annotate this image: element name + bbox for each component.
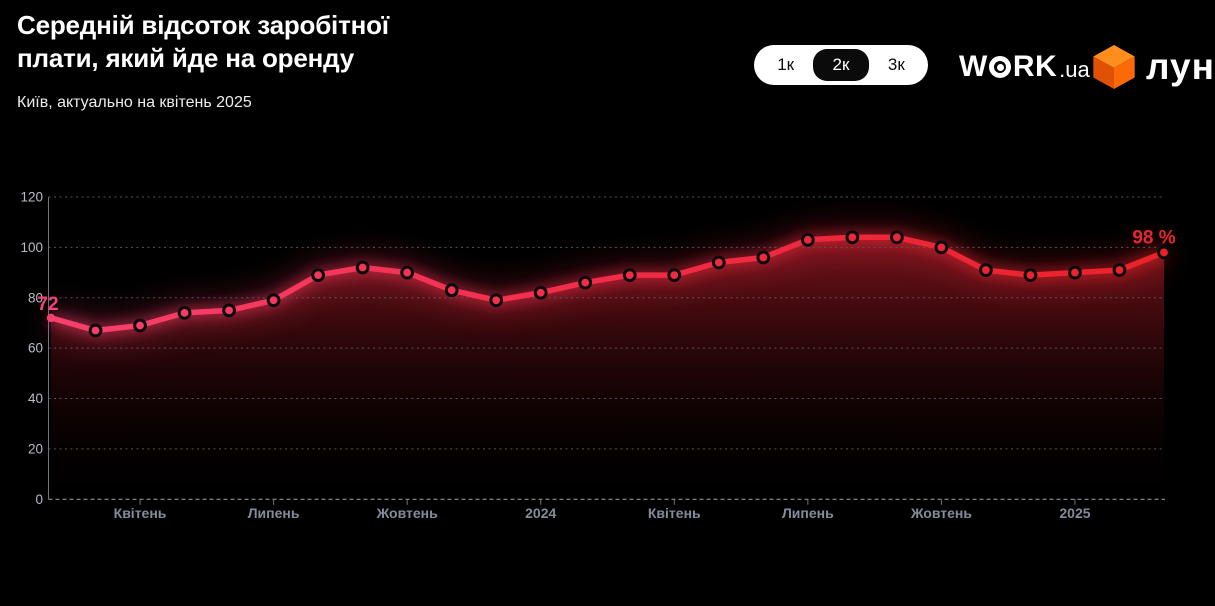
data-point[interactable] — [1068, 265, 1082, 280]
data-point[interactable] — [222, 303, 236, 318]
toggle-option-2k[interactable]: 2к — [813, 49, 869, 81]
toggle-option-1k[interactable]: 1к — [758, 49, 813, 81]
workua-o-bullseye-icon — [989, 56, 1012, 78]
x-axis-tick-label: 2025 — [1059, 505, 1090, 521]
y-axis-tick-label: 80 — [28, 290, 43, 305]
data-point[interactable] — [934, 240, 949, 255]
workua-text-ua: .ua — [1059, 57, 1090, 82]
data-point[interactable] — [489, 293, 504, 308]
x-axis-tick-label: Квітень — [648, 505, 701, 521]
lun-cube-icon — [1093, 45, 1135, 89]
title-line-1: Середній відсоток заробітної — [17, 10, 389, 40]
series-area-fill — [51, 237, 1164, 500]
lun-logo-text: лун — [1146, 46, 1215, 87]
workua-text-w: W — [959, 50, 988, 83]
first-value-label: 72 — [37, 294, 58, 315]
y-axis-tick-label: 60 — [28, 341, 43, 356]
x-axis-tick-label: Липень — [248, 505, 300, 521]
page-title: Середній відсоток заробітної плати, який… — [17, 9, 389, 75]
data-point[interactable] — [133, 318, 147, 333]
data-point[interactable] — [845, 230, 860, 245]
x-axis-tick-label: 2024 — [525, 505, 556, 521]
y-axis-tick-label: 120 — [20, 190, 43, 205]
x-axis-tick-label: Липень — [782, 505, 834, 521]
data-point[interactable] — [444, 283, 459, 298]
data-point[interactable] — [266, 293, 281, 308]
workua-text-rk: RK — [1012, 50, 1058, 83]
data-point[interactable] — [756, 250, 771, 265]
last-value-label: 98 % — [1132, 227, 1175, 248]
data-point[interactable] — [622, 268, 637, 282]
y-axis-tick-label: 100 — [20, 240, 43, 255]
data-point[interactable] — [311, 268, 326, 282]
y-axis-tick-label: 0 — [35, 492, 43, 507]
data-point[interactable] — [889, 230, 904, 245]
series-line — [48, 234, 1167, 334]
data-point[interactable] — [979, 263, 993, 277]
y-axis-tick-label: 40 — [28, 391, 43, 406]
y-axis-tick-label: 20 — [28, 441, 43, 456]
data-point[interactable] — [1112, 263, 1127, 277]
data-point[interactable] — [355, 260, 370, 275]
workua-logo: W RK .ua — [959, 50, 1090, 84]
series-line-glow-outer — [47, 224, 1169, 344]
data-point[interactable] — [88, 323, 103, 338]
series-line-glow — [49, 231, 1167, 337]
data-point[interactable] — [578, 275, 593, 290]
data-point[interactable] — [46, 313, 56, 323]
lun-logo: лун — [1092, 45, 1215, 89]
room-count-toggle: 1к 2к 3к — [754, 45, 928, 85]
data-point[interactable] — [1157, 245, 1171, 260]
data-point[interactable] — [533, 285, 548, 300]
x-axis-tick-label: Жовтень — [376, 505, 439, 521]
data-point[interactable] — [1023, 268, 1038, 282]
title-line-2: плати, який йде на оренду — [17, 43, 354, 73]
data-point[interactable] — [800, 232, 815, 247]
x-axis-tick-label: Жовтень — [910, 505, 973, 521]
data-point[interactable] — [711, 255, 726, 270]
page-subtitle: Київ, актуально на квітень 2025 — [17, 94, 252, 111]
data-point[interactable] — [667, 268, 682, 282]
toggle-option-3k[interactable]: 3к — [869, 49, 924, 81]
workua-o-dot-icon — [996, 63, 1004, 71]
data-point[interactable] — [400, 265, 415, 280]
data-point[interactable] — [177, 305, 192, 320]
x-axis-tick-label: Квітень — [114, 505, 167, 521]
